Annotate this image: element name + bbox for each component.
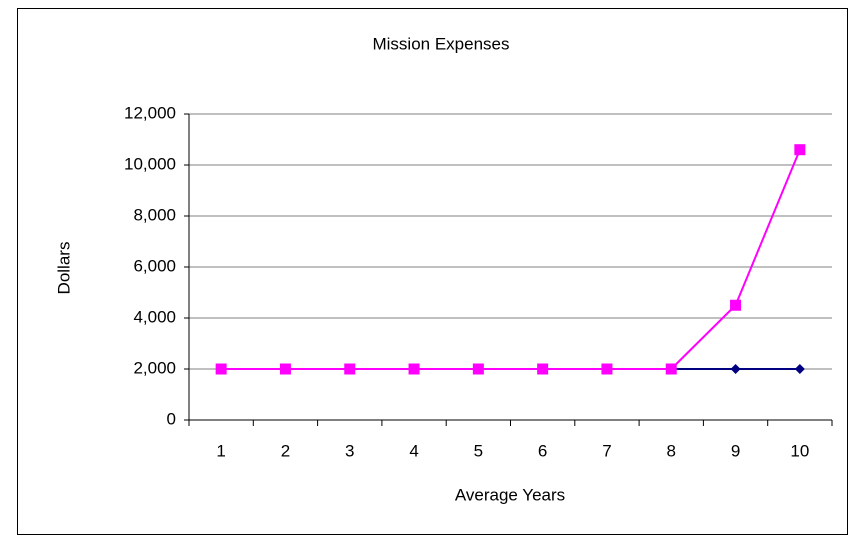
marker [408,363,420,375]
y-tick-label: 8,000 [133,205,176,224]
chart-title: Mission Expenses [372,34,509,53]
marker [665,363,677,375]
y-tick-label: 4,000 [133,307,176,326]
y-tick-label: 0 [167,409,176,428]
marker [601,363,613,375]
marker [794,364,805,374]
y-tick-label: 2,000 [133,358,176,377]
marker [344,363,356,375]
x-tick-label: 3 [345,441,354,460]
marker [730,364,741,374]
marker [472,363,484,375]
marker [794,144,806,156]
x-tick-label: 7 [602,441,611,460]
marker [730,299,742,311]
y-tick-label: 10,000 [124,154,176,173]
x-tick-label: 9 [731,441,740,460]
marker [215,363,227,375]
marker [279,363,291,375]
x-axis-label: Average Years [455,485,565,504]
y-tick-label: 12,000 [124,103,176,122]
x-tick-label: 8 [667,441,676,460]
y-axis-label: Dollars [54,242,73,295]
x-tick-label: 2 [281,441,290,460]
chart-border [17,8,848,535]
x-tick-label: 6 [538,441,547,460]
x-tick-label: 4 [409,441,418,460]
series-line [221,149,801,370]
marker [537,363,549,375]
x-tick-label: 5 [474,441,483,460]
x-tick-label: 1 [216,441,225,460]
x-tick-label: 10 [790,441,809,460]
y-tick-label: 6,000 [133,256,176,275]
